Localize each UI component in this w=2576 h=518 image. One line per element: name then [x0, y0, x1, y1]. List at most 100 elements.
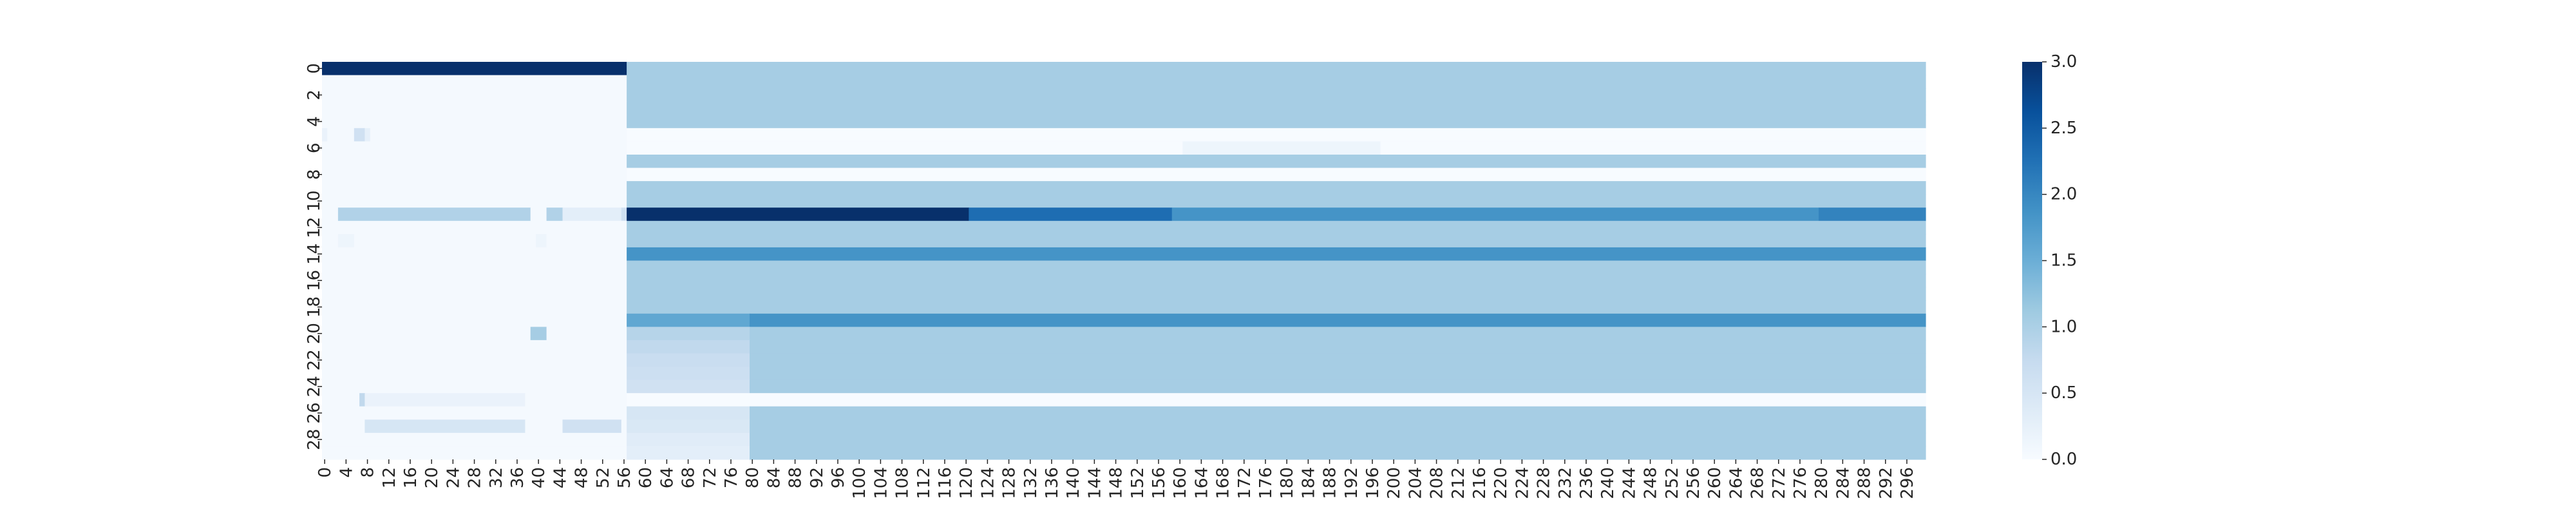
heatmap-cell: [1171, 207, 1819, 222]
heatmap-cell: [322, 353, 627, 367]
y-tick-label: 20: [305, 323, 324, 344]
x-tick-label: 44: [551, 467, 570, 488]
heatmap-cell: [354, 128, 365, 142]
y-tick-label: 18: [305, 296, 324, 318]
heatmap-cell: [1380, 141, 1926, 155]
heatmap-cell: [621, 207, 627, 222]
heatmap-cell: [627, 327, 750, 341]
x-tick-label: 252: [1663, 467, 1682, 499]
x-tick-label: 116: [936, 467, 955, 499]
x-tick-label: 88: [786, 467, 806, 488]
x-tick-label: 148: [1107, 467, 1126, 499]
colorbar-ticks: 0.0 0.5 1.0 1.5 2.0 2.5 3.0: [2042, 52, 2077, 469]
heatmap-cell: [322, 181, 627, 195]
heatmap-cell: [546, 327, 627, 341]
heatmap-cell: [322, 432, 627, 447]
x-tick-label: 248: [1642, 467, 1661, 499]
colorbar-tick-label: 1.5: [2050, 251, 2077, 271]
heatmap-cell: [627, 101, 1926, 115]
x-tick-label: 64: [658, 467, 677, 488]
x-tick-label: 156: [1150, 467, 1169, 499]
heatmap-cell: [750, 446, 1926, 460]
x-tick-label: 212: [1449, 467, 1468, 499]
heatmap-cell: [627, 406, 750, 420]
x-tick-label: 188: [1321, 467, 1340, 499]
heatmap-cell: [627, 274, 1926, 288]
y-tick-label: 28: [305, 429, 324, 450]
x-tick-label: 228: [1535, 467, 1554, 499]
x-tick-label: 164: [1192, 467, 1211, 499]
heatmap-cell: [322, 154, 627, 169]
heatmap-cell: [750, 406, 1926, 420]
heatmap-cells: [322, 62, 1926, 460]
x-tick-label: 108: [893, 467, 913, 499]
x-tick-label: 96: [829, 467, 848, 488]
heatmap-cell: [627, 247, 1926, 262]
x-tick-label: 20: [422, 467, 442, 488]
colorbar-tick-label: 1.0: [2050, 317, 2077, 336]
x-axis-ticks: 0 4 8 12 16 20 24 28 32 36 40 44 48 52 56 60 64 68 72 76 80 8…: [316, 459, 1917, 499]
y-tick-label: 6: [305, 142, 324, 153]
heatmap-cell: [322, 88, 627, 102]
heatmap-cell: [322, 379, 627, 394]
x-tick-label: 0: [316, 467, 335, 478]
x-tick-label: 240: [1598, 467, 1618, 499]
heatmap-cell: [536, 234, 547, 248]
x-tick-label: 216: [1470, 467, 1490, 499]
heatmap-cell: [322, 260, 627, 274]
colorbar: [2022, 62, 2042, 459]
y-tick-label: 12: [305, 217, 324, 238]
x-tick-label: 144: [1085, 467, 1104, 499]
heatmap-cell: [322, 194, 627, 208]
heatmap-cell: [322, 115, 627, 129]
y-tick-label: 14: [305, 244, 324, 265]
y-tick-label: 22: [305, 349, 324, 370]
x-tick-label: 260: [1705, 467, 1725, 499]
x-tick-label: 140: [1064, 467, 1083, 499]
x-tick-label: 288: [1855, 467, 1875, 499]
heatmap-cell: [750, 353, 1926, 367]
heatmap-cell: [322, 274, 627, 288]
heatmap-cell: [322, 313, 627, 327]
heatmap-cell: [546, 234, 627, 248]
x-tick-label: 76: [722, 467, 741, 488]
heatmap-cell: [546, 207, 564, 222]
x-tick-label: 80: [743, 467, 762, 488]
heatmap-cell: [562, 207, 622, 222]
x-tick-label: 60: [636, 467, 656, 488]
x-tick-label: 256: [1684, 467, 1703, 499]
x-tick-label: 48: [573, 467, 592, 488]
x-tick-label: 28: [466, 467, 485, 488]
heatmap-cell: [627, 62, 1926, 76]
heatmap-cell: [627, 287, 1926, 301]
x-tick-label: 16: [401, 467, 421, 488]
heatmap-cell: [627, 393, 1926, 407]
heatmap-cell: [337, 234, 355, 248]
heatmap-cell: [627, 168, 1926, 182]
heatmap-cell: [322, 128, 328, 142]
x-tick-label: 280: [1812, 467, 1832, 499]
heatmap-cell: [322, 141, 627, 155]
colorbar-tick-label: 3.0: [2050, 52, 2077, 72]
heatmap-cell: [627, 260, 1926, 274]
heatmap-cell: [525, 393, 627, 407]
colorbar-tick-label: 0.0: [2050, 450, 2077, 469]
x-tick-label: 128: [1000, 467, 1019, 499]
heatmap-cell: [627, 154, 1926, 169]
y-tick-label: 0: [305, 63, 324, 74]
heatmap-cell: [322, 446, 627, 460]
x-tick-label: 8: [359, 467, 378, 478]
x-tick-label: 72: [701, 467, 720, 488]
heatmap-cell: [562, 419, 622, 434]
heatmap-cell: [750, 379, 1926, 394]
heatmap-cell: [1819, 207, 1926, 222]
x-tick-label: 292: [1877, 467, 1896, 499]
x-tick-label: 200: [1385, 467, 1404, 499]
y-tick-label: 10: [305, 190, 324, 211]
heatmap-cell: [627, 379, 750, 394]
x-tick-label: 132: [1021, 467, 1041, 499]
heatmap-cell: [750, 367, 1926, 381]
heatmap-cell: [322, 340, 627, 354]
heatmap-cell: [337, 207, 531, 222]
